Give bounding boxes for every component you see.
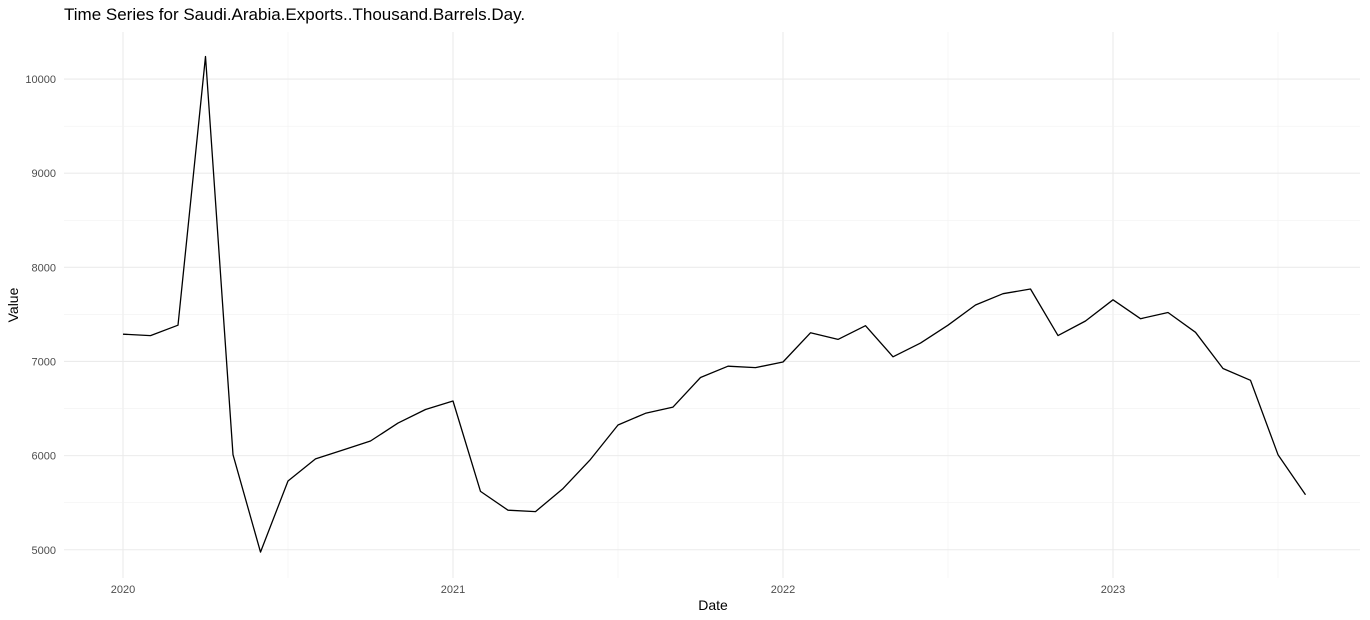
y-tick-label: 5000 — [32, 545, 56, 557]
y-tick-label: 7000 — [32, 356, 56, 368]
x-tick-label: 2021 — [441, 584, 465, 596]
y-tick-label: 10000 — [25, 74, 56, 86]
x-tick-label: 2020 — [111, 584, 135, 596]
grid-lines — [64, 32, 1360, 578]
y-tick-labels: 5000 6000 7000 8000 9000 10000 — [25, 74, 56, 557]
y-tick-label: 8000 — [32, 262, 56, 274]
y-axis-title: Value — [5, 287, 21, 322]
x-tick-labels: 2020 2021 2022 2023 — [111, 584, 1125, 596]
series-line — [122, 55, 1307, 553]
y-tick-label: 9000 — [32, 168, 56, 180]
series-line-group — [122, 55, 1307, 553]
x-axis-title: Date — [698, 597, 728, 613]
x-tick-label: 2022 — [771, 584, 795, 596]
chart-title: Time Series for Saudi.Arabia.Exports..Th… — [64, 5, 526, 24]
y-tick-label: 6000 — [32, 451, 56, 463]
x-tick-label: 2023 — [1101, 584, 1125, 596]
